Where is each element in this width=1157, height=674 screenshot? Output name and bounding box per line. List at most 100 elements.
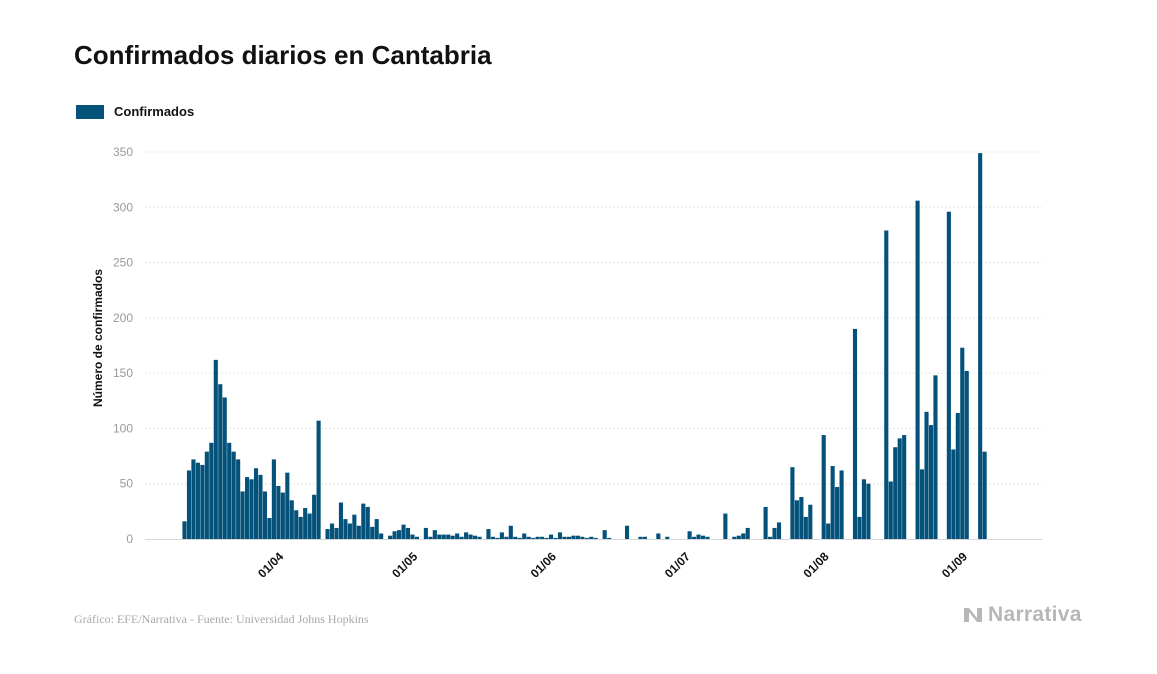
bar <box>928 425 934 539</box>
bar <box>861 479 866 539</box>
bar <box>343 519 348 539</box>
bar <box>428 536 433 539</box>
y-tick-label: 50 <box>120 477 134 491</box>
bar <box>472 535 478 539</box>
bar <box>209 442 214 539</box>
bar <box>213 359 218 539</box>
bar <box>888 481 893 539</box>
bar <box>361 503 366 539</box>
bar <box>258 474 263 539</box>
bar <box>964 370 969 539</box>
bar <box>477 536 482 539</box>
bar <box>852 328 858 539</box>
bars <box>182 153 987 540</box>
bar <box>745 527 750 539</box>
bar <box>803 516 808 539</box>
bar <box>776 522 782 539</box>
bar <box>557 532 563 539</box>
bar <box>589 536 594 539</box>
bar <box>405 527 411 539</box>
bar <box>370 526 375 539</box>
bar <box>732 536 737 539</box>
bar <box>249 479 254 539</box>
bar <box>607 537 612 539</box>
bar <box>741 533 746 539</box>
bar <box>222 397 227 539</box>
bar <box>276 485 281 539</box>
x-axis-ticks: 01/04 01/05 01/06 01/07 01/08 01/09 <box>255 549 970 580</box>
bar <box>933 375 938 539</box>
bar <box>303 508 308 539</box>
bar <box>495 537 500 539</box>
bar <box>642 536 647 539</box>
bar <box>687 531 692 539</box>
bar <box>352 514 357 539</box>
bar <box>624 525 630 539</box>
bar <box>656 533 661 539</box>
bar <box>459 536 464 539</box>
bar <box>960 347 965 539</box>
bar <box>830 466 835 539</box>
bar <box>526 536 531 539</box>
bar <box>329 523 335 539</box>
bar <box>231 451 236 539</box>
bar <box>392 531 397 539</box>
bar <box>236 459 241 539</box>
bar <box>513 536 518 539</box>
bar <box>432 530 437 539</box>
bar <box>884 230 889 539</box>
y-tick-label: 100 <box>113 421 133 435</box>
bar <box>794 500 799 539</box>
bar <box>379 533 384 539</box>
bar <box>593 537 598 539</box>
bar <box>638 536 643 539</box>
narrativa-logo: Narrativa <box>962 603 1082 627</box>
bar <box>499 532 504 539</box>
bar <box>897 438 902 539</box>
bar <box>410 534 415 539</box>
bar <box>736 535 741 539</box>
bar <box>312 494 317 539</box>
bar <box>517 537 522 539</box>
y-tick-label: 200 <box>113 311 133 325</box>
bar <box>200 464 205 539</box>
bar <box>535 536 540 539</box>
bar <box>839 470 844 539</box>
bar <box>186 470 192 539</box>
bar <box>768 536 773 539</box>
bar <box>334 527 339 539</box>
bar <box>584 537 589 539</box>
bar <box>919 469 925 539</box>
y-tick-label: 300 <box>113 200 133 214</box>
bar <box>285 472 290 539</box>
bar <box>566 536 571 539</box>
bar <box>504 536 509 539</box>
bar <box>866 483 871 539</box>
y-tick-label: 150 <box>113 366 133 380</box>
bar <box>575 535 580 539</box>
x-tick-label: 01/05 <box>389 549 420 580</box>
bar <box>245 477 250 539</box>
bar <box>955 412 960 539</box>
bar <box>982 451 987 539</box>
bar <box>289 500 294 539</box>
bar <box>835 487 840 539</box>
bar <box>307 513 312 539</box>
bar <box>705 536 710 539</box>
narrativa-n-icon <box>964 608 982 622</box>
bar <box>902 435 907 539</box>
bar <box>857 516 862 539</box>
y-axis-label: Número de confirmados <box>91 269 105 407</box>
bar <box>763 506 768 539</box>
bar <box>531 537 536 539</box>
chart-title: Confirmados diarios en Cantabria <box>74 40 492 70</box>
bar <box>924 411 929 539</box>
bar <box>821 435 826 539</box>
bar <box>665 536 670 539</box>
bar <box>365 506 370 539</box>
bar <box>808 504 813 539</box>
x-tick-label: 01/08 <box>800 549 831 580</box>
bar <box>946 211 951 539</box>
x-tick-label: 01/09 <box>939 549 970 580</box>
